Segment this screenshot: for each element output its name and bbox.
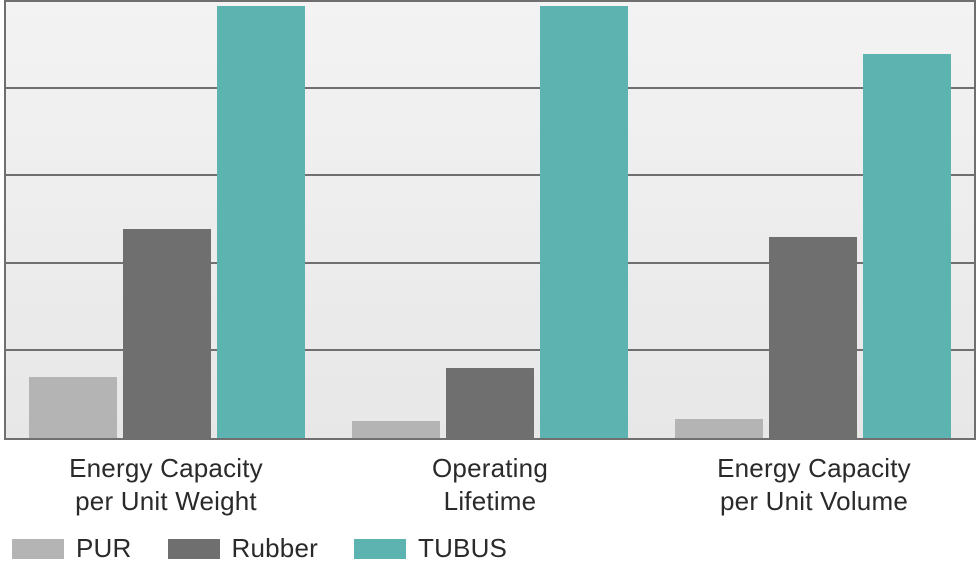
x-label: Energy Capacity per Unit Volume bbox=[652, 452, 976, 517]
x-label-line1: Energy Capacity bbox=[69, 453, 263, 483]
x-label-line1: Operating bbox=[432, 453, 548, 483]
legend-label: TUBUS bbox=[418, 533, 507, 564]
plot-area bbox=[4, 0, 976, 440]
bar-tubus bbox=[540, 6, 628, 438]
legend-item-tubus: TUBUS bbox=[354, 533, 507, 564]
x-label: Operating Lifetime bbox=[328, 452, 652, 517]
bars bbox=[352, 6, 628, 438]
bars bbox=[675, 54, 951, 438]
legend-label: PUR bbox=[76, 533, 132, 564]
x-axis-labels: Energy Capacity per Unit Weight Operatin… bbox=[4, 452, 976, 517]
bar-tubus bbox=[863, 54, 951, 438]
bars bbox=[29, 6, 305, 438]
bar-group bbox=[6, 2, 329, 438]
x-label-line2: per Unit Weight bbox=[75, 486, 257, 516]
legend-swatch bbox=[168, 539, 220, 559]
bar-pur bbox=[675, 419, 763, 438]
bar-pur bbox=[29, 377, 117, 438]
bar-tubus bbox=[217, 6, 305, 438]
bar-groups bbox=[6, 2, 974, 438]
legend-swatch bbox=[12, 539, 64, 559]
legend-label: Rubber bbox=[232, 533, 318, 564]
comparison-bar-chart: Energy Capacity per Unit Weight Operatin… bbox=[0, 0, 980, 564]
legend: PUR Rubber TUBUS bbox=[4, 533, 976, 564]
legend-item-rubber: Rubber bbox=[168, 533, 318, 564]
bar-rubber bbox=[769, 237, 857, 438]
x-label-line2: per Unit Volume bbox=[720, 486, 908, 516]
legend-item-pur: PUR bbox=[12, 533, 132, 564]
bar-rubber bbox=[123, 229, 211, 438]
bar-group bbox=[651, 2, 974, 438]
bar-group bbox=[329, 2, 652, 438]
bar-pur bbox=[352, 421, 440, 438]
x-label-line1: Energy Capacity bbox=[717, 453, 911, 483]
legend-swatch bbox=[354, 539, 406, 559]
x-label: Energy Capacity per Unit Weight bbox=[4, 452, 328, 517]
bar-rubber bbox=[446, 368, 534, 438]
x-label-line2: Lifetime bbox=[444, 486, 537, 516]
